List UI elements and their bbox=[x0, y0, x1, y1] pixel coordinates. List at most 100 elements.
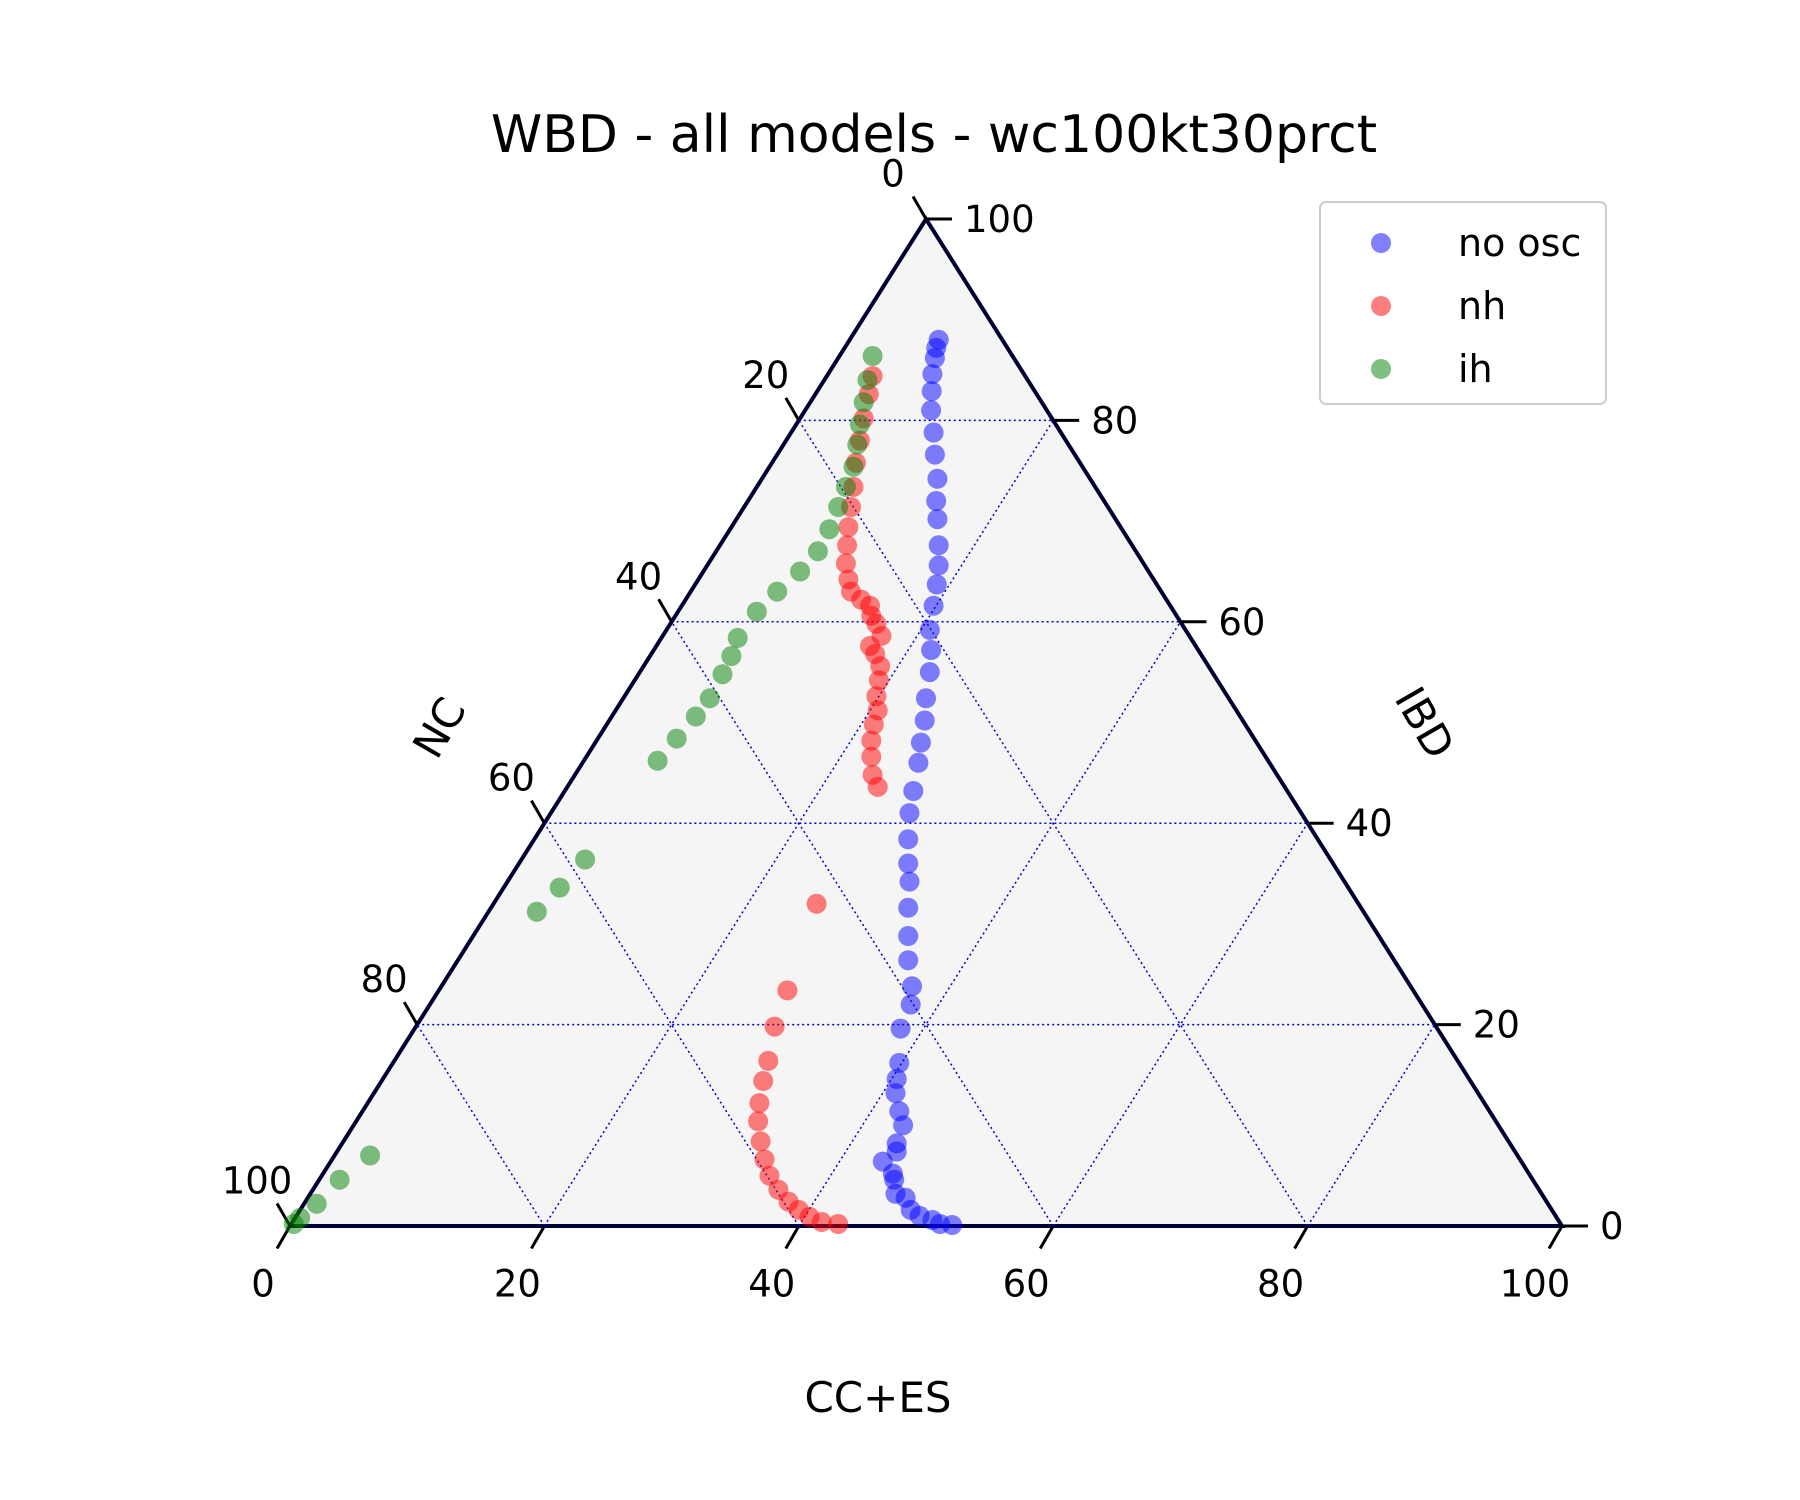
point-nh bbox=[868, 670, 889, 691]
point-nh bbox=[749, 1093, 770, 1114]
legend-label: no osc bbox=[1458, 221, 1581, 265]
point-ih bbox=[819, 519, 840, 540]
grid-line bbox=[670, 621, 1054, 1227]
right-tick-label: 100 bbox=[964, 198, 1035, 241]
point-ih bbox=[746, 601, 767, 622]
point-ih bbox=[699, 688, 720, 709]
point-no-osc bbox=[927, 468, 948, 489]
point-no-osc bbox=[914, 710, 935, 731]
point-nh bbox=[806, 893, 827, 914]
point-no-osc bbox=[899, 803, 920, 824]
bottom-tick bbox=[1547, 1225, 1564, 1250]
point-ih bbox=[843, 456, 864, 477]
point-no-osc bbox=[903, 781, 924, 801]
right-axis-label: IBD bbox=[1385, 679, 1464, 767]
point-no-osc bbox=[898, 897, 919, 918]
left-tick bbox=[402, 1001, 419, 1026]
point-no-osc bbox=[900, 994, 921, 1015]
point-no-osc bbox=[942, 1215, 963, 1235]
point-no-osc bbox=[890, 1018, 911, 1039]
left-tick-label: 60 bbox=[488, 757, 535, 800]
left-tick bbox=[530, 799, 546, 824]
left-tick-label: 40 bbox=[615, 555, 662, 598]
point-no-osc bbox=[926, 491, 947, 511]
point-ih bbox=[857, 370, 878, 391]
point-no-osc bbox=[898, 926, 919, 946]
point-ih bbox=[862, 346, 883, 366]
point-nh bbox=[835, 553, 856, 574]
right-tick-label: 40 bbox=[1346, 802, 1393, 845]
point-no-osc bbox=[885, 1083, 906, 1104]
axis-ticks: 0 20 40 60 80 100 0 20 40 60 80 100 0 20 40 60 80 100 bbox=[222, 152, 1624, 1305]
point-nh bbox=[828, 1214, 849, 1234]
right-tick-label: 60 bbox=[1218, 601, 1265, 644]
point-nh bbox=[838, 517, 859, 538]
point-nh bbox=[867, 776, 888, 797]
point-ih bbox=[727, 627, 748, 648]
point-no-osc bbox=[919, 662, 940, 683]
point-no-osc bbox=[927, 509, 948, 530]
point-nh bbox=[861, 746, 882, 767]
point-no-osc bbox=[928, 555, 949, 576]
point-no-osc bbox=[921, 400, 942, 421]
chart-title: WBD - all models - wc100kt30prct bbox=[491, 105, 1377, 165]
legend-marker bbox=[1371, 296, 1391, 316]
bottom-tick-label: 20 bbox=[494, 1263, 541, 1306]
point-no-osc bbox=[898, 829, 919, 850]
point-ih bbox=[666, 728, 687, 749]
left-tick-label: 0 bbox=[881, 152, 905, 195]
grid-line bbox=[798, 621, 1182, 1227]
left-tick-label: 80 bbox=[361, 958, 408, 1001]
bottom-tick bbox=[530, 1225, 546, 1250]
point-ih bbox=[807, 541, 828, 562]
legend-label: nh bbox=[1458, 284, 1506, 328]
point-ih bbox=[549, 877, 570, 898]
point-no-osc bbox=[899, 871, 920, 892]
right-tick-label: 20 bbox=[1473, 1004, 1520, 1047]
point-nh bbox=[777, 980, 798, 1001]
point-no-osc bbox=[898, 853, 919, 874]
point-ih bbox=[575, 849, 596, 870]
point-no-osc bbox=[921, 640, 942, 660]
point-no-osc bbox=[926, 574, 947, 595]
point-ih bbox=[847, 434, 868, 455]
point-no-osc bbox=[921, 381, 942, 402]
point-no-osc bbox=[908, 752, 929, 773]
point-nh bbox=[863, 714, 884, 735]
left-tick bbox=[657, 598, 673, 623]
point-ih bbox=[647, 750, 668, 771]
point-nh bbox=[811, 1212, 832, 1232]
legend-marker bbox=[1371, 359, 1391, 379]
right-tick-label: 80 bbox=[1091, 399, 1138, 442]
left-tick-label: 20 bbox=[742, 354, 789, 397]
left-tick bbox=[784, 397, 801, 422]
point-nh bbox=[754, 1149, 775, 1170]
point-ih bbox=[360, 1145, 381, 1166]
bottom-tick-label: 100 bbox=[1500, 1263, 1571, 1306]
legend: no osc nh ih bbox=[1319, 201, 1607, 405]
point-no-osc bbox=[924, 348, 945, 368]
point-nh bbox=[758, 1050, 779, 1071]
legend-marker bbox=[1371, 233, 1391, 253]
bottom-tick-label: 60 bbox=[1003, 1263, 1050, 1306]
point-ih bbox=[790, 561, 811, 582]
bottom-tick-label: 40 bbox=[748, 1263, 795, 1306]
left-tick bbox=[911, 195, 928, 220]
point-ih bbox=[712, 664, 733, 685]
point-no-osc bbox=[919, 619, 940, 640]
point-no-osc bbox=[893, 1115, 914, 1136]
point-ih bbox=[329, 1169, 350, 1190]
point-ih bbox=[849, 414, 870, 435]
point-ih bbox=[767, 581, 788, 602]
point-nh bbox=[861, 730, 882, 751]
legend-label: ih bbox=[1458, 347, 1493, 391]
point-no-osc bbox=[910, 732, 931, 753]
left-axis-label: NC bbox=[403, 689, 476, 766]
point-no-osc bbox=[928, 535, 949, 556]
point-no-osc bbox=[924, 444, 945, 465]
bottom-tick-label: 0 bbox=[251, 1263, 275, 1306]
point-nh bbox=[753, 1071, 774, 1091]
point-no-osc bbox=[923, 595, 944, 616]
point-ih bbox=[306, 1193, 327, 1214]
